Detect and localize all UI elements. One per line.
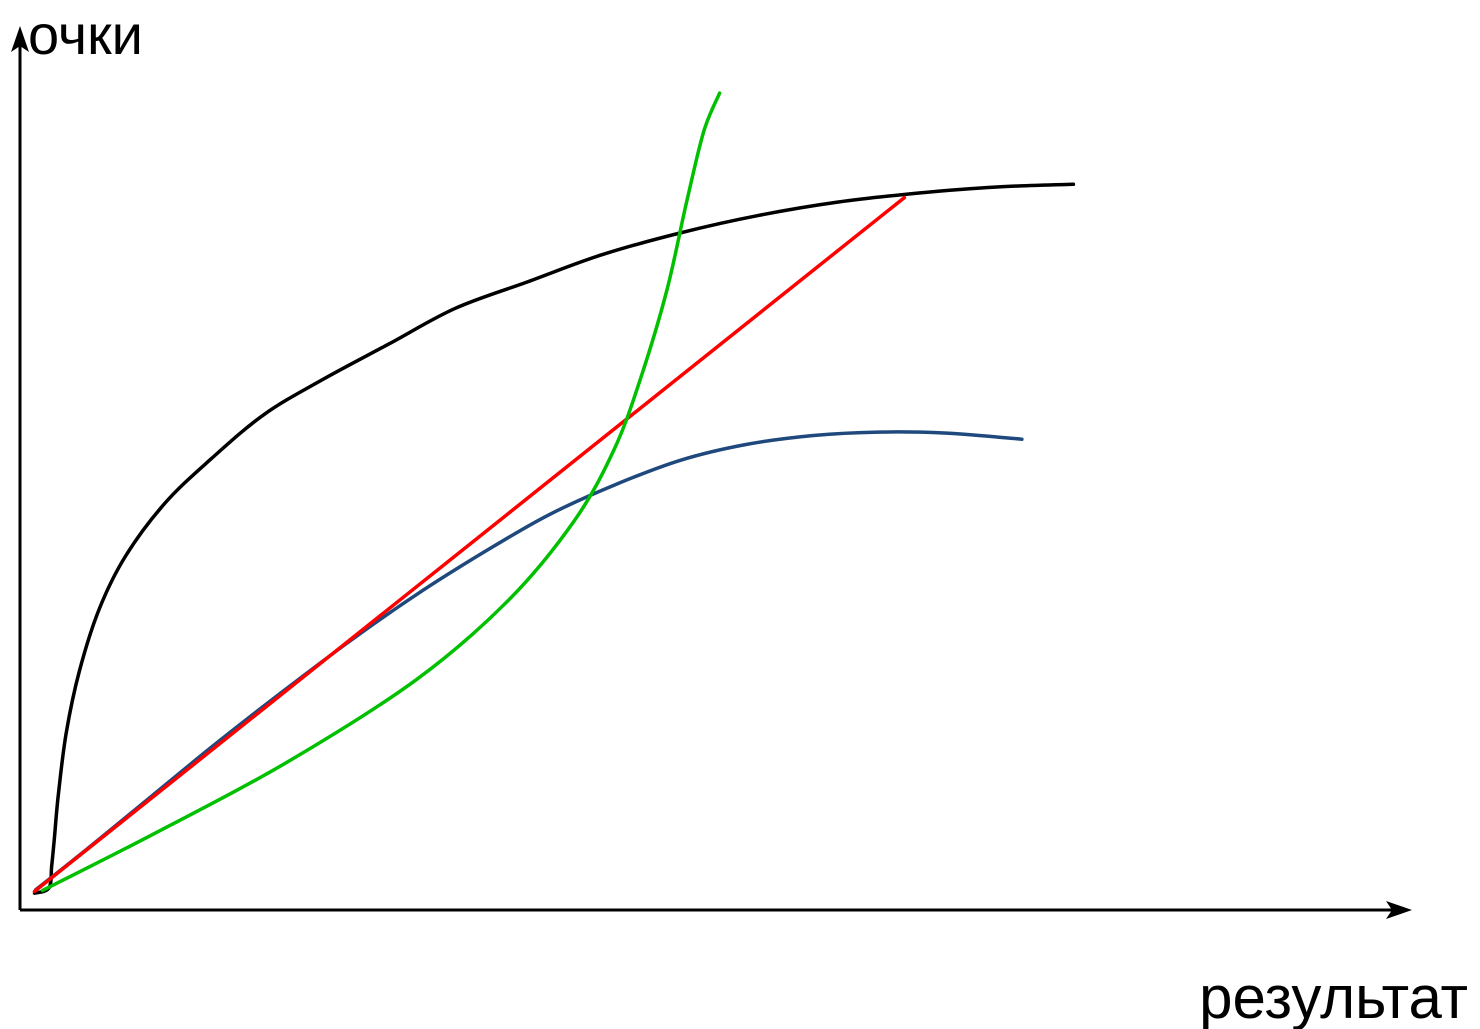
series-line-4: [40, 91, 722, 893]
y-axis-label: очки: [28, 3, 143, 66]
axes: [11, 26, 1412, 919]
series-line-2: [34, 430, 1024, 892]
y-axis-arrow: [11, 26, 29, 52]
series-line-3: [32, 195, 907, 894]
x-axis-label: результат: [1199, 964, 1468, 1029]
x-axis-arrow: [1386, 901, 1412, 919]
series-line-1: [32, 182, 1076, 895]
plot-area: [32, 91, 1076, 895]
